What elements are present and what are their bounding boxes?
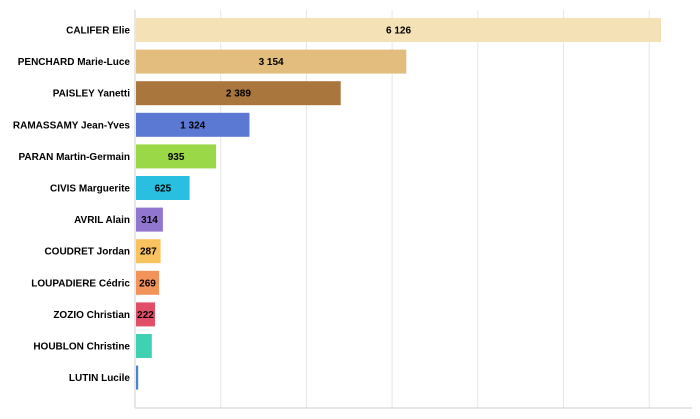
bar xyxy=(136,302,155,327)
value-label: 1 324 xyxy=(180,120,205,131)
bar xyxy=(136,334,152,358)
value-label: 269 xyxy=(139,278,156,289)
bar xyxy=(136,18,661,42)
bar xyxy=(136,49,407,74)
bar xyxy=(136,207,163,232)
category-label: CIVIS Marguerite xyxy=(50,184,130,195)
value-label: 222 xyxy=(137,310,154,321)
grid xyxy=(220,10,650,408)
bar xyxy=(136,81,341,106)
category-label: PENCHARD Marie-Luce xyxy=(18,57,131,68)
category-label: HOUBLON Christine xyxy=(33,342,130,353)
bar xyxy=(136,239,161,264)
category-label: PARAN Martin-Germain xyxy=(19,152,131,163)
category-label: AVRIL Alain xyxy=(74,215,130,226)
value-label: 935 xyxy=(168,152,185,163)
bars xyxy=(136,18,661,390)
value-label: 3 154 xyxy=(259,57,284,68)
category-label: LOUPADIERE Cédric xyxy=(31,278,130,289)
category-label: RAMASSAMY Jean-Yves xyxy=(13,120,131,131)
category-label: LUTIN Lucile xyxy=(69,373,131,384)
bar xyxy=(136,176,190,200)
value-label: 2 389 xyxy=(226,89,251,100)
bar xyxy=(136,365,139,390)
value-label: 6 126 xyxy=(386,26,411,37)
value-label: 625 xyxy=(154,184,171,195)
bar xyxy=(136,112,250,137)
category-label: COUDRET Jordan xyxy=(44,247,130,258)
value-label: 314 xyxy=(141,215,158,226)
bar xyxy=(136,270,160,295)
bar xyxy=(136,144,217,169)
category-labels: CALIFER Elie PENCHARD Marie-Luce PAISLEY Y… xyxy=(13,26,131,385)
category-label: CALIFER Elie xyxy=(66,26,130,37)
value-labels: 6 126 3 154 2 389 1 324 935 625 314 287 269 222 xyxy=(137,26,411,321)
category-label: ZOZIO Christian xyxy=(53,310,130,321)
category-label: PAISLEY Yanetti xyxy=(53,89,130,100)
value-label: 287 xyxy=(140,247,157,258)
